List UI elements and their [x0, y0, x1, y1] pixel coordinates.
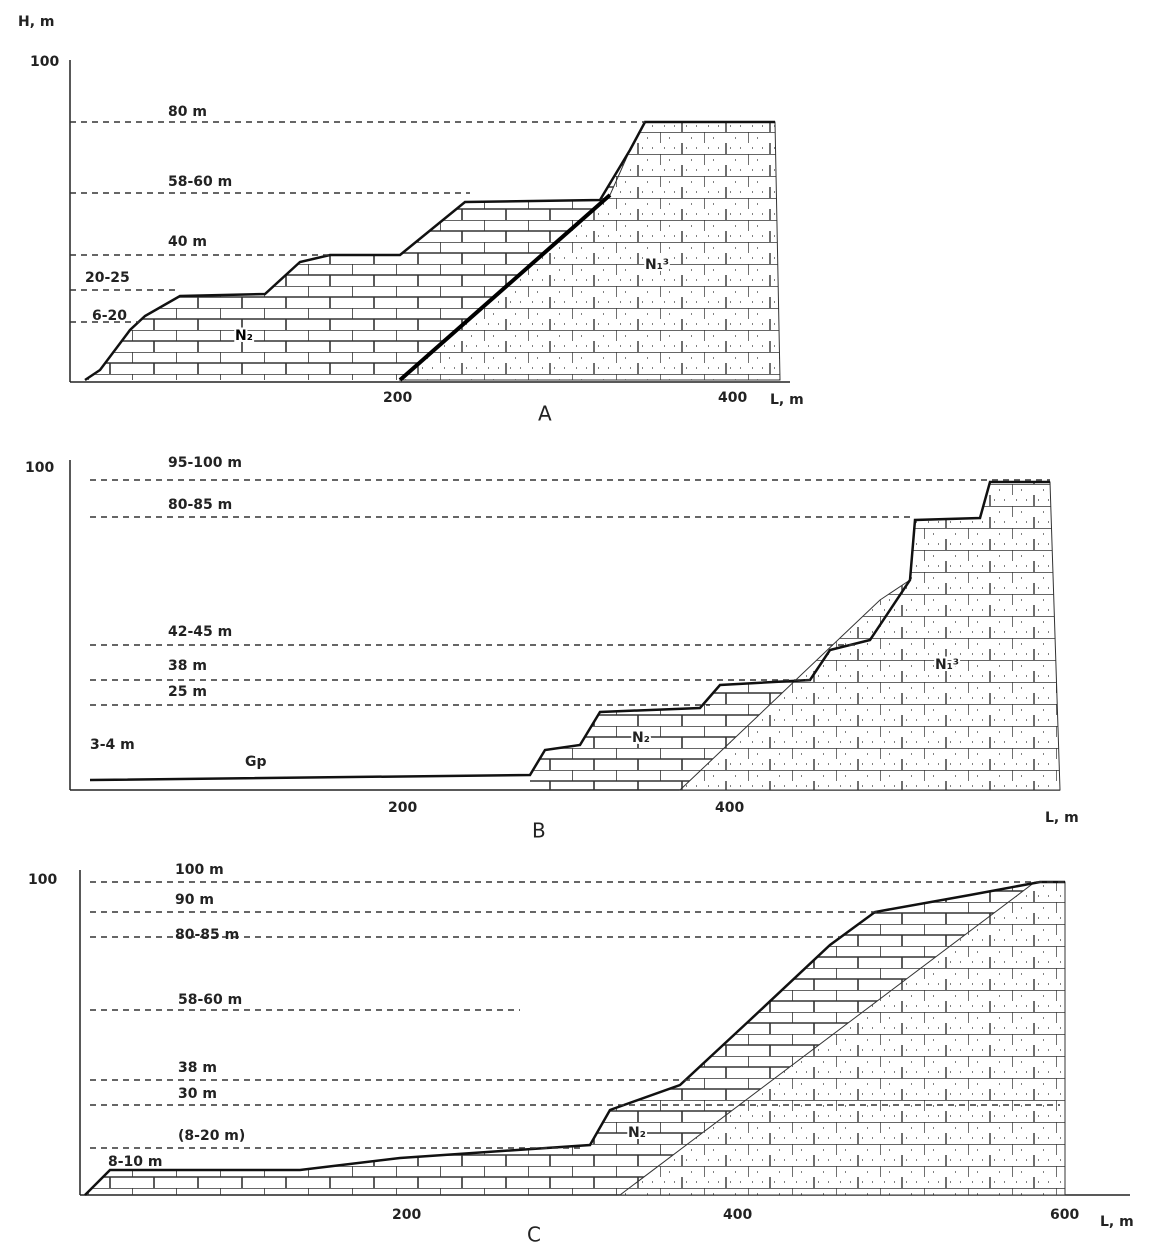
level-label: 100 m	[175, 862, 224, 878]
level-label: 6-20	[92, 308, 127, 324]
level-label: 80-85 m	[168, 497, 232, 513]
axis-label: H, m	[18, 14, 55, 30]
x-tick-label: 400	[718, 390, 747, 406]
unit-label: N₁³	[645, 257, 669, 273]
level-label: (8-20 m)	[178, 1128, 245, 1144]
y-tick-label: 100	[28, 872, 57, 888]
level-label: 80 m	[168, 104, 207, 120]
x-tick-label: 200	[388, 800, 417, 816]
level-label: 20-25	[85, 270, 130, 286]
level-label: 90 m	[175, 892, 214, 908]
x-tick-label: 400	[723, 1207, 752, 1223]
x-tick-label: 200	[383, 390, 412, 406]
x-axis-label: L, m	[1045, 810, 1079, 826]
panel-label: B	[532, 819, 546, 843]
unit-label: N₂	[628, 1125, 646, 1141]
strata	[620, 882, 1065, 1195]
level-label: 30 m	[178, 1086, 217, 1102]
x-axis-label: L, m	[1100, 1214, 1134, 1230]
level-label: 38 m	[178, 1060, 217, 1076]
level-label: 58-60 m	[178, 992, 242, 1008]
x-axis-label: L, m	[770, 392, 804, 408]
y-tick-label: 100	[30, 54, 59, 70]
level-label: 80-85 m	[175, 927, 239, 943]
unit-label: N₁³	[935, 657, 959, 673]
x-tick-label: 200	[392, 1207, 421, 1223]
strata	[680, 482, 1060, 790]
panel-a: H, m 100 80 m 58-60 m 40 m 20-25 6-20 N₂…	[18, 14, 804, 426]
x-tick-label: 400	[715, 800, 744, 816]
level-label: 95-100 m	[168, 455, 242, 471]
level-label: 58-60 m	[168, 174, 232, 190]
level-label: 40 m	[168, 234, 207, 250]
level-label: 3-4 m	[90, 737, 135, 753]
panel-c: 100 100 m 90 m 80-85 m 58-60 m 38 m 30 m…	[28, 862, 1134, 1247]
panel-b: 100 95-100 m 80-85 m 42-45 m 38 m 25 m 3…	[25, 455, 1079, 843]
x-tick-label: 600	[1050, 1207, 1079, 1223]
panel-label: A	[538, 402, 552, 426]
unit-label: N₂	[632, 730, 650, 746]
level-label: 38 m	[168, 658, 207, 674]
unit-label: N₂	[235, 328, 253, 344]
level-label: 42-45 m	[168, 624, 232, 640]
level-label: 25 m	[168, 684, 207, 700]
unit-label: Gp	[245, 754, 267, 770]
level-label: 8-10 m	[108, 1154, 163, 1170]
y-tick-label: 100	[25, 460, 54, 476]
figure: H, m 100 80 m 58-60 m 40 m 20-25 6-20 N₂…	[0, 0, 1168, 1247]
panel-label: C	[527, 1223, 541, 1247]
